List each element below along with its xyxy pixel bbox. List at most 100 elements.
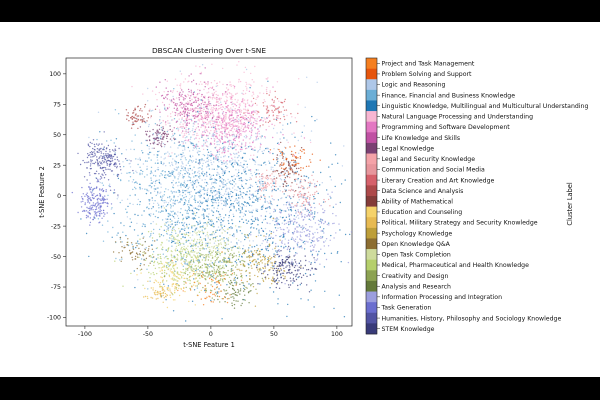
scatter-point bbox=[183, 113, 186, 116]
scatter-point bbox=[250, 231, 252, 233]
scatter-point bbox=[210, 265, 212, 267]
scatter-point bbox=[172, 199, 174, 201]
scatter-point bbox=[311, 239, 313, 242]
scatter-point bbox=[224, 149, 226, 151]
scatter-point bbox=[213, 161, 215, 163]
scatter-point bbox=[223, 225, 226, 227]
scatter-point bbox=[249, 198, 251, 200]
scatter-point bbox=[175, 105, 178, 107]
scatter-point bbox=[261, 242, 263, 245]
scatter-point bbox=[314, 244, 316, 246]
scatter-point bbox=[292, 196, 295, 198]
scatter-point bbox=[100, 209, 102, 212]
scatter-point bbox=[293, 154, 295, 157]
scatter-point bbox=[288, 209, 290, 211]
scatter-point bbox=[171, 229, 174, 232]
scatter-point bbox=[147, 288, 149, 290]
scatter-point bbox=[233, 135, 235, 137]
scatter-point bbox=[202, 110, 205, 113]
scatter-point bbox=[254, 274, 256, 277]
scatter-point bbox=[206, 106, 208, 108]
scatter-point bbox=[278, 269, 281, 272]
scatter-point bbox=[299, 234, 302, 236]
scatter-point bbox=[238, 140, 241, 143]
scatter-point bbox=[254, 163, 256, 166]
scatter-point bbox=[172, 90, 174, 92]
scatter-point bbox=[262, 180, 264, 183]
scatter-point bbox=[269, 152, 271, 154]
scatter-point bbox=[229, 261, 231, 264]
scatter-point bbox=[255, 288, 257, 290]
scatter-point bbox=[147, 231, 150, 233]
scatter-point bbox=[190, 107, 192, 110]
scatter-point bbox=[141, 116, 144, 118]
scatter-point bbox=[228, 108, 230, 110]
scatter-point bbox=[212, 120, 214, 122]
scatter-point bbox=[201, 133, 203, 135]
scatter-point bbox=[255, 183, 258, 185]
scatter-point bbox=[238, 81, 240, 83]
scatter-point bbox=[149, 277, 151, 279]
scatter-point bbox=[298, 173, 300, 176]
scatter-point bbox=[183, 248, 185, 250]
scatter-point bbox=[209, 234, 211, 236]
scatter-point bbox=[205, 289, 207, 292]
scatter-point bbox=[228, 133, 231, 136]
scatter-point bbox=[301, 228, 304, 231]
scatter-point bbox=[278, 173, 280, 175]
scatter-point bbox=[218, 270, 221, 273]
scatter-point bbox=[157, 150, 159, 153]
scatter-point bbox=[200, 245, 202, 247]
scatter-point bbox=[170, 268, 172, 270]
scatter-point bbox=[205, 199, 207, 201]
scatter-point bbox=[294, 228, 296, 230]
scatter-point bbox=[199, 194, 201, 197]
scatter-point bbox=[204, 278, 206, 280]
scatter-point bbox=[89, 224, 91, 226]
scatter-point bbox=[212, 122, 214, 125]
scatter-point bbox=[133, 123, 135, 126]
scatter-point bbox=[186, 189, 188, 192]
scatter-point bbox=[202, 225, 204, 227]
scatter-point bbox=[220, 101, 222, 103]
scatter-point bbox=[210, 275, 212, 277]
scatter-point bbox=[310, 206, 313, 208]
scatter-point bbox=[131, 243, 133, 246]
scatter-point bbox=[184, 147, 186, 149]
scatter-point bbox=[309, 238, 311, 240]
scatter-point bbox=[126, 172, 128, 174]
scatter-point bbox=[101, 212, 103, 215]
scatter-point bbox=[181, 184, 183, 186]
scatter-point bbox=[245, 137, 247, 139]
scatter-point bbox=[192, 211, 195, 213]
scatter-point bbox=[158, 91, 160, 94]
scatter-point bbox=[190, 256, 193, 258]
scatter-point bbox=[248, 210, 250, 212]
scatter-point bbox=[158, 139, 160, 142]
scatter-point bbox=[315, 259, 318, 261]
scatter-point bbox=[185, 254, 188, 257]
scatter-point bbox=[316, 239, 318, 241]
scatter-point bbox=[251, 105, 253, 108]
scatter-point bbox=[182, 143, 184, 145]
scatter-point bbox=[299, 238, 301, 240]
scatter-point bbox=[159, 122, 162, 125]
scatter-point bbox=[294, 220, 296, 223]
scatter-point bbox=[303, 231, 305, 233]
scatter-point bbox=[127, 205, 129, 208]
scatter-point bbox=[208, 208, 210, 210]
scatter-point bbox=[229, 129, 231, 131]
scatter-point bbox=[224, 120, 226, 122]
scatter-point bbox=[176, 155, 178, 157]
scatter-point bbox=[178, 113, 180, 115]
scatter-point bbox=[335, 215, 337, 217]
scatter-point bbox=[183, 115, 186, 118]
scatter-point bbox=[150, 182, 152, 184]
scatter-point bbox=[218, 229, 221, 231]
scatter-point bbox=[209, 276, 212, 279]
scatter-point bbox=[306, 235, 308, 237]
scatter-point bbox=[216, 235, 218, 238]
scatter-point bbox=[192, 260, 195, 262]
scatter-point bbox=[296, 226, 298, 228]
scatter-point bbox=[283, 247, 285, 249]
